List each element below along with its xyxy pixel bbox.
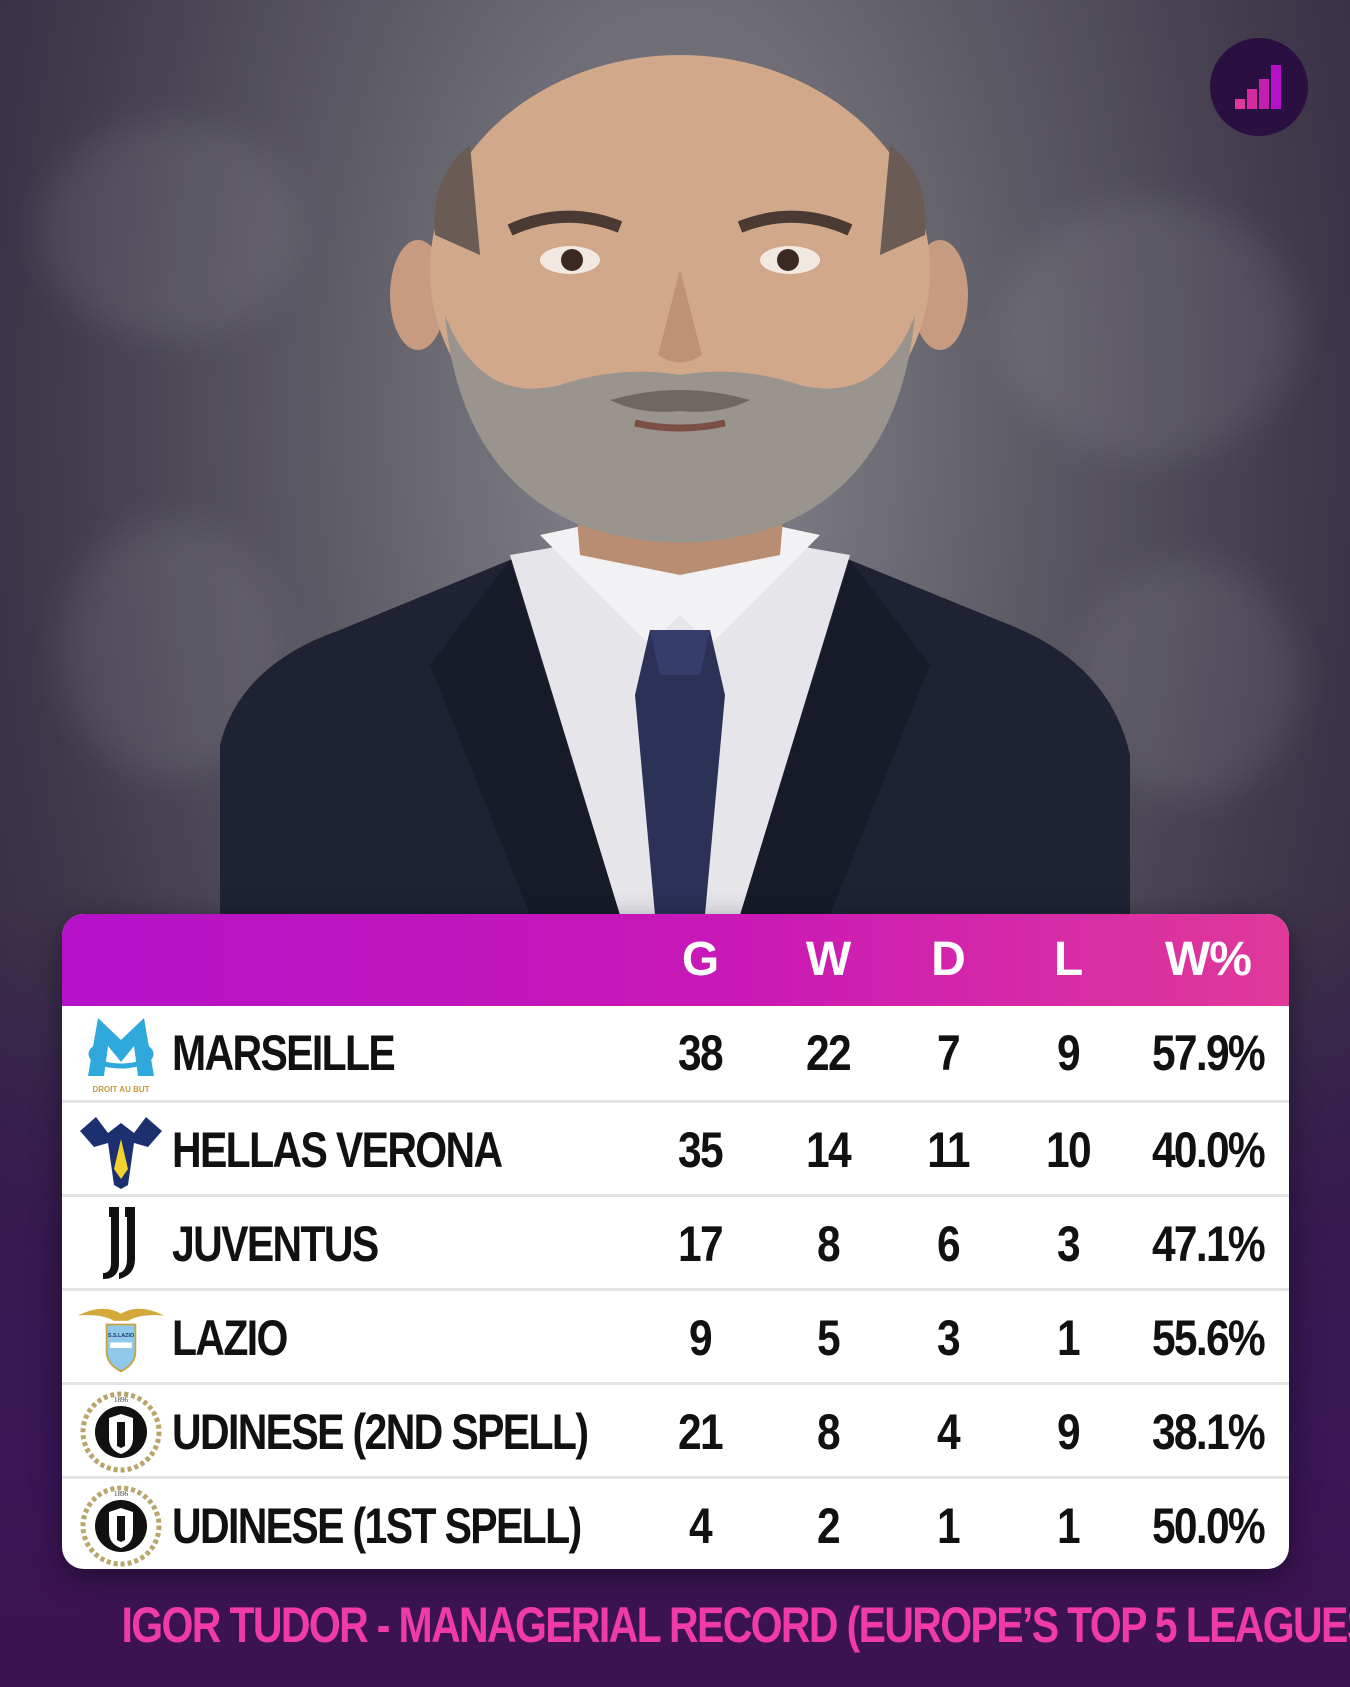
table-row: DROIT AU BUT MARSEILLE 38 22 7 9 57.9%: [62, 1006, 1289, 1100]
games-value: 38: [678, 1025, 724, 1081]
team-name: LAZIO: [172, 1310, 288, 1366]
wins-value: 5: [817, 1310, 841, 1366]
column-header-losses: L: [1053, 933, 1083, 986]
win-percentage-value: 57.9%: [1151, 1025, 1266, 1081]
draws-value: 4: [937, 1404, 961, 1460]
bokeh-light: [40, 120, 300, 340]
wins-value: 14: [806, 1122, 852, 1178]
table-row: 1896 UDINESE (1ST SPELL) 4 2 1 1 50.0%: [62, 1476, 1289, 1569]
udinese-crest-icon: 1896: [76, 1391, 166, 1473]
games-value: 9: [689, 1310, 713, 1366]
wins-value: 2: [817, 1498, 841, 1554]
column-header-win-percentage: W%: [1165, 933, 1252, 986]
games-value: 35: [678, 1122, 724, 1178]
games-value: 17: [678, 1216, 724, 1272]
bokeh-light: [1000, 200, 1300, 460]
table-row: S.S.LAZIO LAZIO 9 5 3 1 55.6%: [62, 1288, 1289, 1382]
losses-value: 9: [1057, 1025, 1081, 1081]
draws-value: 11: [927, 1122, 970, 1178]
win-percentage-value: 50.0%: [1151, 1498, 1266, 1554]
svg-text:S.S.LAZIO: S.S.LAZIO: [108, 1333, 134, 1339]
team-name: HELLAS VERONA: [172, 1122, 503, 1178]
win-percentage-value: 40.0%: [1151, 1122, 1266, 1178]
games-value: 4: [689, 1498, 713, 1554]
svg-text:1896: 1896: [114, 1490, 129, 1498]
table-row: JUVENTUS 17 8 6 3 47.1%: [62, 1194, 1289, 1288]
team-name: MARSEILLE: [172, 1025, 396, 1081]
column-header-wins: W: [805, 933, 851, 986]
win-percentage-value: 55.6%: [1151, 1310, 1266, 1366]
games-value: 21: [678, 1404, 724, 1460]
losses-value: 9: [1057, 1404, 1081, 1460]
table-row: 1896 UDINESE (2ND SPELL) 21 8 4 9 38.1%: [62, 1382, 1289, 1476]
column-header-draws: D: [931, 933, 966, 986]
wins-value: 8: [817, 1404, 841, 1460]
losses-value: 1: [1057, 1310, 1081, 1366]
caption-title: IGOR TUDOR - MANAGERIAL RECORD (EUROPE’S…: [121, 1597, 1350, 1653]
table-header: G W D L W%: [62, 914, 1289, 1006]
brand-logo: [1210, 38, 1308, 136]
draws-value: 6: [937, 1216, 961, 1272]
win-percentage-value: 38.1%: [1151, 1404, 1266, 1460]
draws-value: 7: [937, 1025, 961, 1081]
bar-steps-logo-icon: [1235, 65, 1281, 109]
wins-value: 22: [806, 1025, 852, 1081]
table-row: HELLAS VERONA 35 14 11 10 40.0%: [62, 1100, 1289, 1194]
juventus-crest-icon: [76, 1203, 166, 1285]
stats-table: G W D L W% DROIT AU BUT MARSEILLE 38 22 …: [62, 914, 1289, 1569]
svg-text:1896: 1896: [114, 1396, 129, 1404]
losses-value: 10: [1046, 1122, 1092, 1178]
svg-text:DROIT AU BUT: DROIT AU BUT: [92, 1085, 149, 1094]
team-name: UDINESE (1ST SPELL): [172, 1498, 582, 1554]
marseille-crest-icon: DROIT AU BUT: [76, 1012, 166, 1094]
verona-crest-icon: [76, 1109, 166, 1191]
win-percentage-value: 47.1%: [1151, 1216, 1266, 1272]
column-header-games: G: [681, 933, 719, 986]
wins-value: 8: [817, 1216, 841, 1272]
losses-value: 1: [1057, 1498, 1081, 1554]
manager-portrait: [220, 55, 1130, 915]
lazio-crest-icon: S.S.LAZIO: [76, 1297, 166, 1379]
losses-value: 3: [1057, 1216, 1081, 1272]
udinese-crest-icon: 1896: [76, 1485, 166, 1567]
team-name: JUVENTUS: [172, 1216, 379, 1272]
team-name: UDINESE (2ND SPELL): [172, 1404, 589, 1460]
draws-value: 1: [937, 1498, 961, 1554]
draws-value: 3: [937, 1310, 961, 1366]
